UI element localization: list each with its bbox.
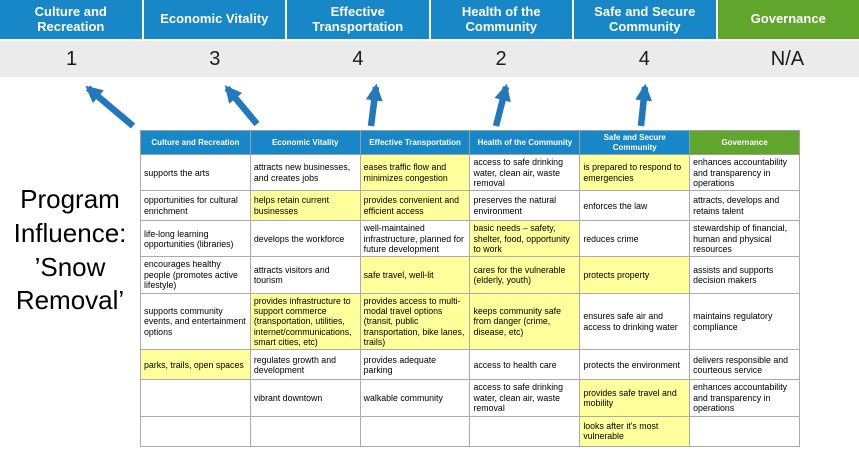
matrix-cell-3-4: protects property — [579, 256, 691, 294]
matrix-cell-4-1: provides infrastructure to support comme… — [249, 292, 361, 351]
matrix-cell-4-3: keeps community safe from danger (crime,… — [469, 292, 581, 351]
matrix-row-7: looks after it's most vulnerable — [140, 415, 800, 447]
matrix-cell-6-0 — [140, 379, 251, 417]
matrix-cell-1-5: attracts, develops and retains talent — [689, 190, 800, 222]
matrix-header-4: Safe and Secure Community — [579, 129, 691, 156]
summary-header-0: Culture and Recreation — [0, 0, 142, 39]
summary-score-5: N/A — [770, 47, 805, 70]
matrix-cell-1-2: provides convenient and efficient access — [359, 190, 471, 222]
summary-score-4: 4 — [638, 47, 650, 70]
matrix-row-5: parks, trails, open spaces regulates grow… — [140, 349, 800, 381]
matrix-cell-7-2 — [359, 415, 471, 447]
summary-score-0: 1 — [66, 47, 78, 70]
matrix-cell-4-5: maintains regulatory compliance — [689, 292, 800, 351]
summary-header-4: Safe and Secure Community — [574, 0, 716, 39]
matrix-cell-7-1 — [249, 415, 361, 447]
matrix-cell-5-0: parks, trails, open spaces — [140, 349, 251, 381]
matrix-cell-0-0: supports the arts — [140, 154, 251, 192]
score-arrow-0 — [85, 85, 136, 129]
matrix-body: supports the arts attracts new businesses… — [140, 154, 800, 447]
matrix-cell-0-2: eases traffic flow and minimizes congest… — [359, 154, 471, 192]
matrix-cell-6-3: access to safe drinking water, clean air… — [469, 379, 581, 417]
matrix-cell-2-5: stewardship of financial, human and phys… — [689, 220, 800, 258]
matrix-row-0: supports the arts attracts new businesses… — [140, 154, 800, 192]
influence-matrix: Culture and Recreation Economic Vitality E… — [140, 129, 800, 447]
matrix-cell-5-4: protects the environment — [579, 349, 691, 381]
matrix-cell-7-3 — [469, 415, 581, 447]
summary-score-3: 2 — [495, 47, 507, 70]
matrix-cell-1-0: opportunities for cultural enrichment — [140, 190, 251, 222]
matrix-row-1: opportunities for cultural enrichment hel… — [140, 190, 800, 222]
matrix-cell-5-1: regulates growth and development — [249, 349, 361, 381]
matrix-row-3: encourages healthy people (promotes acti… — [140, 256, 800, 294]
matrix-header-1: Economic Vitality — [249, 129, 361, 156]
program-title: Program Influence: ’Snow Removal’ — [13, 184, 127, 316]
summary-header-2: Effective Transportation — [287, 0, 429, 39]
matrix-cell-6-1: vibrant downtown — [249, 379, 361, 417]
matrix-cell-1-1: helps retain current businesses — [249, 190, 361, 222]
matrix-header-2: Effective Transportation — [359, 129, 471, 156]
matrix-header-5: Governance — [689, 129, 800, 156]
summary-header-row: Culture and Recreation Economic Vitality E… — [0, 0, 859, 39]
score-arrow-4 — [635, 83, 653, 127]
summary-header-5: Governance — [717, 0, 859, 39]
summary-score-2: 4 — [352, 47, 364, 70]
matrix-header-0: Culture and Recreation — [140, 129, 251, 156]
matrix-cell-3-2: safe travel, well-lit — [359, 256, 471, 294]
matrix-cell-3-1: attracts visitors and tourism — [249, 256, 361, 294]
matrix-cell-6-5: enhances accountability and transparency… — [689, 379, 800, 417]
matrix-cell-1-4: enforces the law — [579, 190, 691, 222]
matrix-cell-7-0 — [140, 415, 251, 447]
matrix-cell-0-3: access to safe drinking water, clean air… — [469, 154, 581, 192]
matrix-cell-1-3: preserves the natural environment — [469, 190, 581, 222]
matrix-header-3: Health of the Community — [469, 129, 581, 156]
matrix-cell-2-0: life-long learning opportunities (librar… — [140, 220, 251, 258]
summary-header-3: Health of the Community — [430, 0, 572, 39]
score-arrow-2 — [365, 83, 383, 127]
matrix-row-6: vibrant downtown walkable community access… — [140, 379, 800, 417]
matrix-cell-6-2: walkable community — [359, 379, 471, 417]
summary-score-1: 3 — [209, 47, 221, 70]
matrix-cell-5-5: delivers responsible and courteous servi… — [689, 349, 800, 381]
matrix-cell-4-4: ensures safe air and access to drinking … — [579, 292, 691, 351]
summary-header-1: Economic Vitality — [143, 0, 285, 39]
matrix-cell-3-3: cares for the vulnerable (elderly, youth… — [469, 256, 581, 294]
matrix-cell-7-4: looks after it's most vulnerable — [579, 415, 691, 447]
score-arrow-1 — [224, 85, 260, 127]
matrix-cell-2-4: reduces crime — [579, 220, 691, 258]
matrix-cell-4-2: provides access to multi-modal travel op… — [359, 292, 471, 351]
matrix-cell-4-0: supports community events, and entertain… — [140, 292, 251, 351]
summary-score-row: 1 3 4 2 4 N/A — [0, 41, 859, 77]
matrix-cell-2-2: well-maintained infrastructure, planned … — [359, 220, 471, 258]
matrix-cell-7-5 — [689, 415, 800, 447]
matrix-cell-3-0: encourages healthy people (promotes acti… — [140, 256, 251, 294]
score-arrow-3 — [492, 83, 511, 127]
matrix-cell-0-4: is prepared to respond to emergencies — [579, 154, 691, 192]
matrix-cell-0-1: attracts new businesses, and creates job… — [249, 154, 361, 192]
matrix-row-2: life-long learning opportunities (librar… — [140, 220, 800, 258]
score-arrows — [85, 83, 653, 129]
matrix-cell-3-5: assists and supports decision makers — [689, 256, 800, 294]
matrix-cell-5-3: access to health care — [469, 349, 581, 381]
matrix-row-4: supports community events, and entertain… — [140, 292, 800, 351]
matrix-cell-5-2: provides adequate parking — [359, 349, 471, 381]
matrix-cell-2-1: develops the workforce — [249, 220, 361, 258]
matrix-header-row: Culture and Recreation Economic Vitality E… — [140, 129, 800, 156]
matrix-cell-2-3: basic needs – safety, shelter, food, opp… — [469, 220, 581, 258]
matrix-cell-0-5: enhances accountability and transparency… — [689, 154, 800, 192]
matrix-cell-6-4: provides safe travel and mobility — [579, 379, 691, 417]
